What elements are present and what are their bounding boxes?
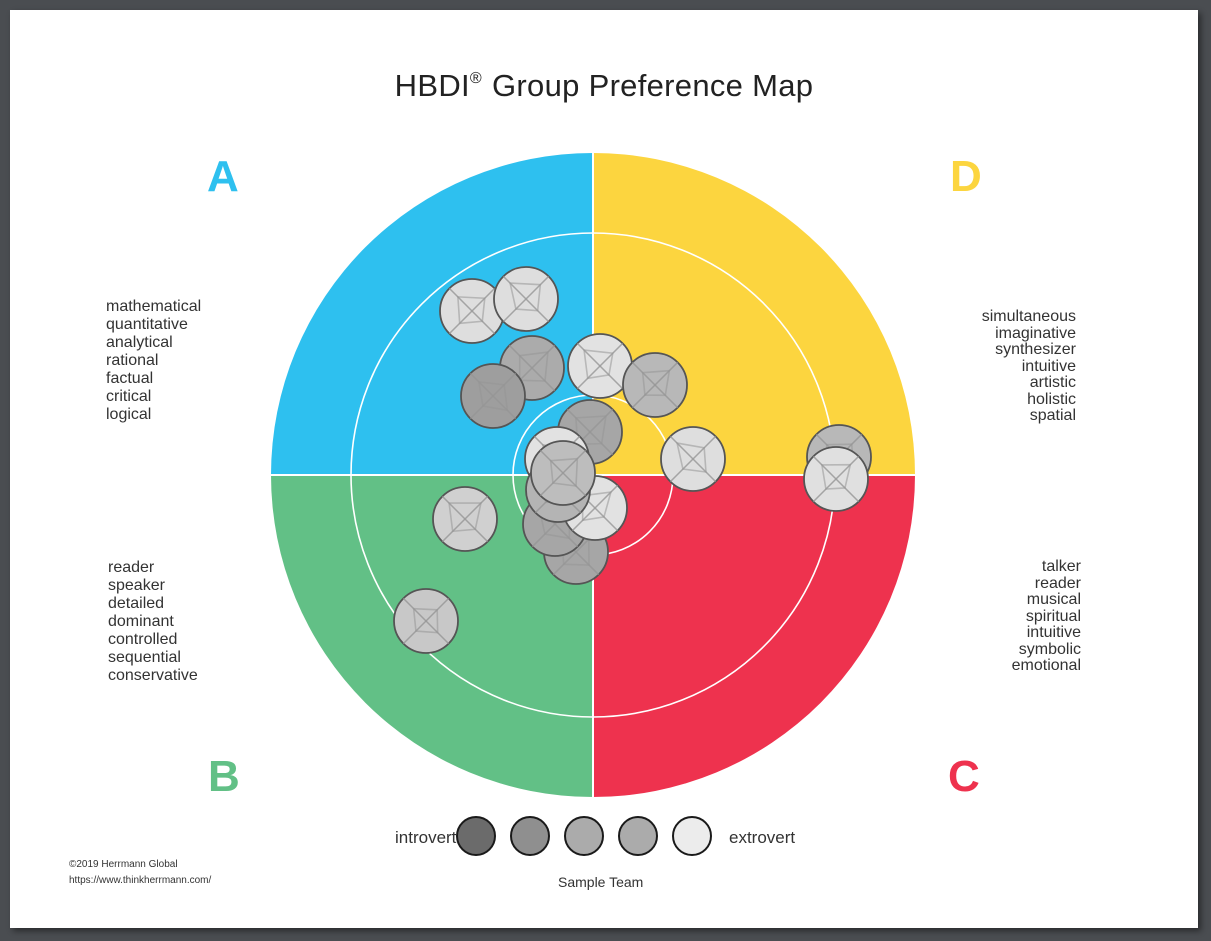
team-member-marker: [530, 440, 596, 506]
legend-scale-circle: [564, 816, 604, 856]
trait-item: rational: [106, 352, 159, 369]
page-title: HBDI® Group Preference Map: [10, 68, 1198, 104]
trait-item: analytical: [106, 334, 173, 351]
trait-item: factual: [106, 370, 154, 387]
trait-item: speaker: [108, 577, 165, 594]
quadrant-c: [593, 475, 915, 797]
team-member-marker: [622, 352, 688, 418]
team-member-marker: [432, 486, 498, 552]
quadrant-d: [593, 153, 915, 475]
quadrant-letter-a: A: [207, 152, 239, 201]
team-member-marker: [803, 446, 869, 512]
registered-mark: ®: [469, 70, 483, 87]
quadrant-c-traits: talker reader musical spiritual intuitive sym…: [1011, 558, 1081, 675]
trait-item: musical: [1026, 591, 1081, 608]
team-member-marker: [460, 363, 526, 429]
team-member-marker: [567, 333, 633, 399]
trait-item: spatial: [1029, 407, 1076, 424]
footer-url: https://www.thinkherrmann.com/: [69, 875, 212, 886]
trait-item: emotional: [1011, 657, 1081, 674]
trait-item: critical: [106, 388, 152, 405]
trait-item: logical: [106, 406, 152, 423]
footer-copyright: ©2019 Herrmann Global: [69, 859, 178, 870]
team-member-marker: [439, 278, 505, 344]
trait-item: intuitive: [1026, 624, 1081, 641]
legend-scale-circle: [510, 816, 550, 856]
quadrant-a-traits: mathematical quantitative analytical ration…: [106, 298, 201, 424]
title-rest: Group Preference Map: [492, 68, 814, 103]
trait-item: mathematical: [106, 298, 202, 315]
trait-item: artistic: [1029, 374, 1076, 391]
trait-item: holistic: [1027, 390, 1076, 408]
trait-item: symbolic: [1018, 640, 1081, 658]
trait-item: controlled: [108, 631, 178, 648]
trait-item: spiritual: [1025, 607, 1081, 625]
quadrant-letter-c: C: [948, 752, 980, 801]
legend-scale-circle: [672, 816, 712, 856]
trait-item: reader: [108, 559, 155, 576]
trait-item: quantitative: [106, 316, 188, 333]
trait-item: detailed: [108, 595, 165, 612]
trait-item: talker: [1041, 558, 1081, 575]
trait-item: synthesizer: [995, 341, 1076, 358]
legend-scale-circle: [618, 816, 658, 856]
trait-item: simultaneous: [981, 308, 1076, 325]
trait-item: conservative: [108, 667, 198, 684]
title-hbdi: HBDI: [394, 68, 470, 103]
trait-item: sequential: [108, 649, 181, 666]
preference-map-chart: [271, 153, 915, 856]
legend-introvert-label: introvert: [395, 828, 457, 847]
trait-item: dominant: [108, 613, 174, 630]
team-member-marker: [393, 588, 459, 654]
trait-item: intuitive: [1021, 357, 1076, 375]
quadrant-b-traits: reader speaker detailed dominant controlled s…: [108, 559, 198, 685]
report-page: HBDI® Group Preference Map A D B C mathem…: [10, 10, 1198, 928]
quadrant-letter-b: B: [208, 752, 240, 801]
team-name: Sample Team: [558, 874, 644, 890]
legend-scale-circle: [456, 816, 496, 856]
quadrant-letter-d: D: [950, 152, 982, 201]
legend-extrovert-label: extrovert: [729, 828, 796, 847]
team-member-marker: [493, 266, 559, 332]
quadrant-d-traits: simultaneous imaginative synthesizer intuit…: [981, 308, 1076, 425]
trait-item: imaginative: [995, 324, 1076, 342]
trait-item: reader: [1034, 574, 1081, 592]
team-member-marker: [660, 426, 726, 492]
